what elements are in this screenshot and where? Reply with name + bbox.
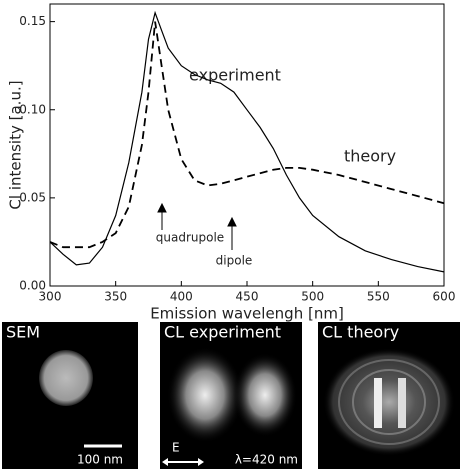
x-tick-label: 600: [433, 290, 456, 304]
x-axis-label: Emission wavelengh [nm]: [150, 305, 344, 323]
series-label: theory: [344, 147, 396, 166]
series-label: experiment: [189, 66, 281, 85]
panel-title: SEM: [6, 323, 40, 342]
panel-cl-experiment: CL experiment E λ=420 nm: [160, 322, 302, 469]
annotation: dipole: [216, 254, 253, 268]
wavelength-label: λ=420 nm: [235, 453, 298, 467]
x-tick-label: 300: [39, 290, 62, 304]
x-tick-label: 450: [236, 290, 259, 304]
y-tick-label: 0.00: [19, 279, 46, 293]
panel-sem: SEM 100 nm: [2, 322, 138, 469]
panel-title: CL experiment: [164, 323, 281, 342]
panel-title: CL theory: [322, 323, 399, 342]
x-tick-label: 350: [104, 290, 127, 304]
x-tick-label: 500: [301, 290, 324, 304]
y-axis-label: Cl intensity [a.u.]: [7, 80, 25, 209]
y-tick-label: 0.15: [19, 14, 46, 28]
line: [49, 21, 445, 249]
annotation: quadrupole: [156, 231, 224, 245]
arrow-label: E: [172, 441, 180, 455]
x-tick-label: 400: [170, 290, 193, 304]
x-tick-label: 550: [367, 290, 390, 304]
y-tick-label: 0.10: [19, 102, 46, 116]
scale-label: 100 nm: [77, 453, 123, 467]
panel-cl-theory: CL theory: [318, 322, 460, 469]
line: [49, 10, 445, 273]
plot-frame: [49, 3, 445, 287]
arrows: [157, 202, 237, 250]
y-tick-label: 0.05: [19, 190, 46, 204]
